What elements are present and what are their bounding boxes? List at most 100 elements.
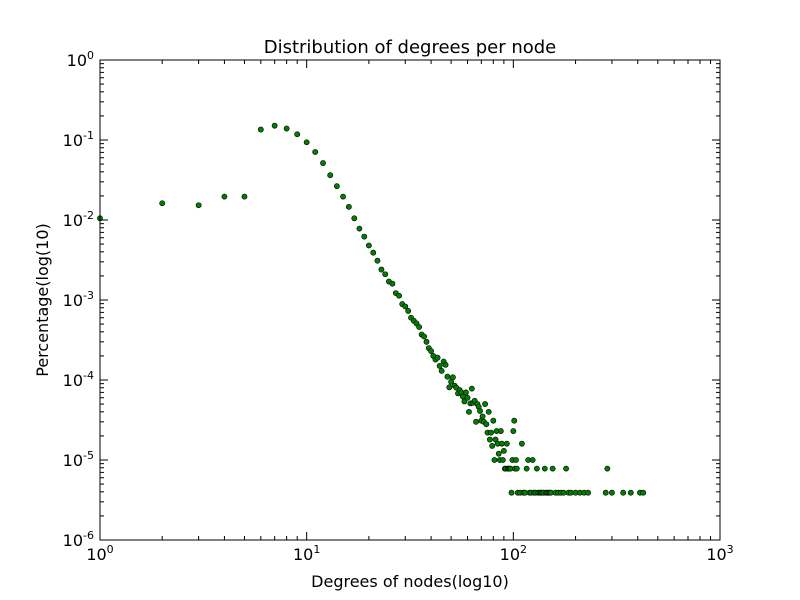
data-point: [333, 183, 340, 190]
y-tick-label-base: 10: [63, 131, 83, 150]
data-point: [351, 215, 358, 222]
data-point: [312, 149, 319, 155]
data-point: [609, 489, 615, 496]
y-tick-label: 10-5: [63, 449, 94, 470]
data-point: [533, 465, 540, 472]
data-point: [356, 225, 363, 232]
x-tick-label-base: 10: [293, 545, 313, 564]
data-point: [466, 408, 472, 415]
y-tick-label: 10-1: [63, 129, 94, 150]
data-point: [585, 489, 591, 496]
data-point: [491, 457, 498, 463]
data-point: [489, 443, 496, 449]
data-point: [499, 457, 506, 463]
data-point: [485, 408, 492, 415]
data-point: [320, 160, 326, 166]
data-point: [449, 374, 456, 381]
data-point: [529, 457, 536, 463]
data-point: [463, 389, 469, 396]
x-tick-label-exponent: 0: [107, 543, 114, 556]
data-point: [396, 292, 402, 299]
y-tick-label: 10-3: [63, 289, 94, 310]
data-point: [490, 417, 497, 424]
data-point: [345, 203, 352, 210]
data-point: [510, 428, 517, 434]
y-tick-label-base: 10: [67, 51, 87, 70]
data-point: [370, 249, 377, 256]
y-tick-label-exponent: 0: [87, 49, 94, 62]
data-point: [482, 401, 488, 407]
data-point: [479, 413, 486, 420]
x-tick-label: 102: [500, 543, 527, 564]
data-point: [549, 465, 556, 472]
data-point: [620, 489, 627, 496]
y-tick-label-exponent: -6: [83, 529, 94, 542]
data-point: [374, 257, 381, 264]
y-tick-label: 10-4: [63, 369, 94, 390]
y-tick-label-exponent: -5: [83, 449, 94, 462]
data-point: [461, 398, 468, 405]
y-tick-label-exponent: -3: [83, 289, 94, 302]
data-point: [498, 440, 505, 447]
x-tick-label-base: 10: [500, 545, 520, 564]
data-point: [283, 125, 290, 132]
data-point: [405, 308, 412, 314]
data-point: [513, 457, 519, 463]
data-point: [340, 193, 346, 200]
y-tick-label-base: 10: [63, 291, 83, 310]
x-tick-label-exponent: 3: [727, 543, 734, 556]
data-point: [428, 348, 434, 354]
data-point: [241, 193, 248, 200]
data-point: [473, 418, 479, 425]
data-point: [497, 428, 504, 434]
data-point: [438, 367, 445, 374]
data-point: [444, 373, 451, 380]
data-point: [500, 447, 507, 454]
data-point: [464, 394, 471, 401]
data-point: [221, 193, 228, 200]
data-point: [436, 363, 443, 369]
data-point: [423, 338, 430, 345]
y-tick-label-exponent: -2: [83, 209, 94, 222]
data-point: [508, 489, 515, 496]
data-point: [488, 429, 494, 436]
data-point: [518, 440, 525, 447]
data-point: [513, 465, 520, 472]
data-point: [159, 200, 166, 207]
y-tick-label-base: 10: [63, 531, 83, 550]
y-tick-label-exponent: -4: [83, 369, 94, 382]
x-axis-label: Degrees of nodes(log10): [311, 572, 509, 591]
data-point: [446, 384, 453, 391]
chart-title: Distribution of degrees per node: [264, 37, 557, 58]
data-point: [434, 354, 441, 361]
y-tick-label: 10-2: [63, 209, 94, 230]
y-tick-label-exponent: -1: [83, 129, 94, 142]
data-point: [271, 122, 278, 129]
data-point: [627, 489, 634, 496]
data-point: [563, 465, 569, 472]
data-point: [486, 436, 493, 443]
data-point: [523, 465, 530, 472]
x-tick-label-exponent: 1: [313, 543, 320, 556]
data-point: [327, 172, 334, 179]
data-point: [402, 303, 409, 310]
y-tick-label-base: 10: [63, 371, 83, 390]
x-tick-label-base: 10: [86, 545, 106, 564]
data-point: [294, 131, 301, 138]
x-tick-label-base: 10: [706, 545, 726, 564]
data-point: [378, 266, 385, 273]
data-point: [477, 408, 483, 414]
x-tick-label-exponent: 2: [520, 543, 527, 556]
x-tick-label: 100: [86, 543, 113, 564]
data-point: [257, 126, 264, 133]
data-point: [560, 489, 567, 496]
y-axis-label: Percentage(log(10): [33, 223, 52, 376]
x-tick-label: 103: [706, 543, 733, 564]
data-point: [303, 139, 310, 146]
data-point: [503, 440, 510, 447]
data-point: [382, 271, 389, 278]
